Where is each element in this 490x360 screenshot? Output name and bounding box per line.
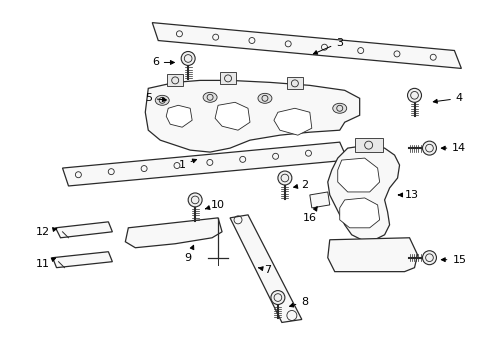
Text: 5: 5: [145, 93, 167, 103]
Bar: [355, 138, 383, 152]
Circle shape: [408, 88, 421, 102]
Text: 8: 8: [290, 297, 308, 307]
Polygon shape: [125, 218, 222, 248]
Polygon shape: [52, 252, 112, 268]
Ellipse shape: [333, 103, 347, 113]
Text: 15: 15: [441, 255, 466, 265]
Bar: [167, 75, 183, 86]
Polygon shape: [310, 192, 330, 208]
Circle shape: [422, 141, 437, 155]
Polygon shape: [274, 108, 312, 135]
Text: 2: 2: [294, 180, 308, 190]
Polygon shape: [338, 158, 380, 192]
Text: 1: 1: [179, 159, 196, 170]
Text: 4: 4: [433, 93, 463, 103]
Polygon shape: [166, 105, 192, 127]
Text: 6: 6: [152, 58, 174, 67]
Polygon shape: [230, 215, 302, 323]
Text: 9: 9: [185, 245, 194, 263]
Polygon shape: [55, 222, 112, 238]
Polygon shape: [328, 238, 417, 272]
Ellipse shape: [155, 95, 169, 105]
Text: 3: 3: [314, 37, 343, 54]
Polygon shape: [63, 142, 348, 186]
Circle shape: [181, 51, 195, 66]
Polygon shape: [328, 145, 399, 240]
Text: 7: 7: [259, 265, 271, 275]
Text: 10: 10: [205, 200, 225, 210]
Polygon shape: [340, 198, 380, 228]
Bar: [287, 77, 303, 89]
Polygon shape: [152, 23, 462, 68]
Text: 14: 14: [441, 143, 466, 153]
Ellipse shape: [258, 93, 272, 103]
Circle shape: [271, 291, 285, 305]
Text: 13: 13: [398, 190, 418, 200]
Ellipse shape: [203, 92, 217, 102]
Circle shape: [278, 171, 292, 185]
Polygon shape: [145, 80, 360, 152]
Text: 11: 11: [36, 258, 55, 269]
Text: 16: 16: [303, 207, 317, 223]
Text: 12: 12: [35, 227, 57, 237]
Circle shape: [422, 251, 437, 265]
Polygon shape: [215, 102, 250, 130]
Circle shape: [188, 193, 202, 207]
Bar: [220, 72, 236, 84]
